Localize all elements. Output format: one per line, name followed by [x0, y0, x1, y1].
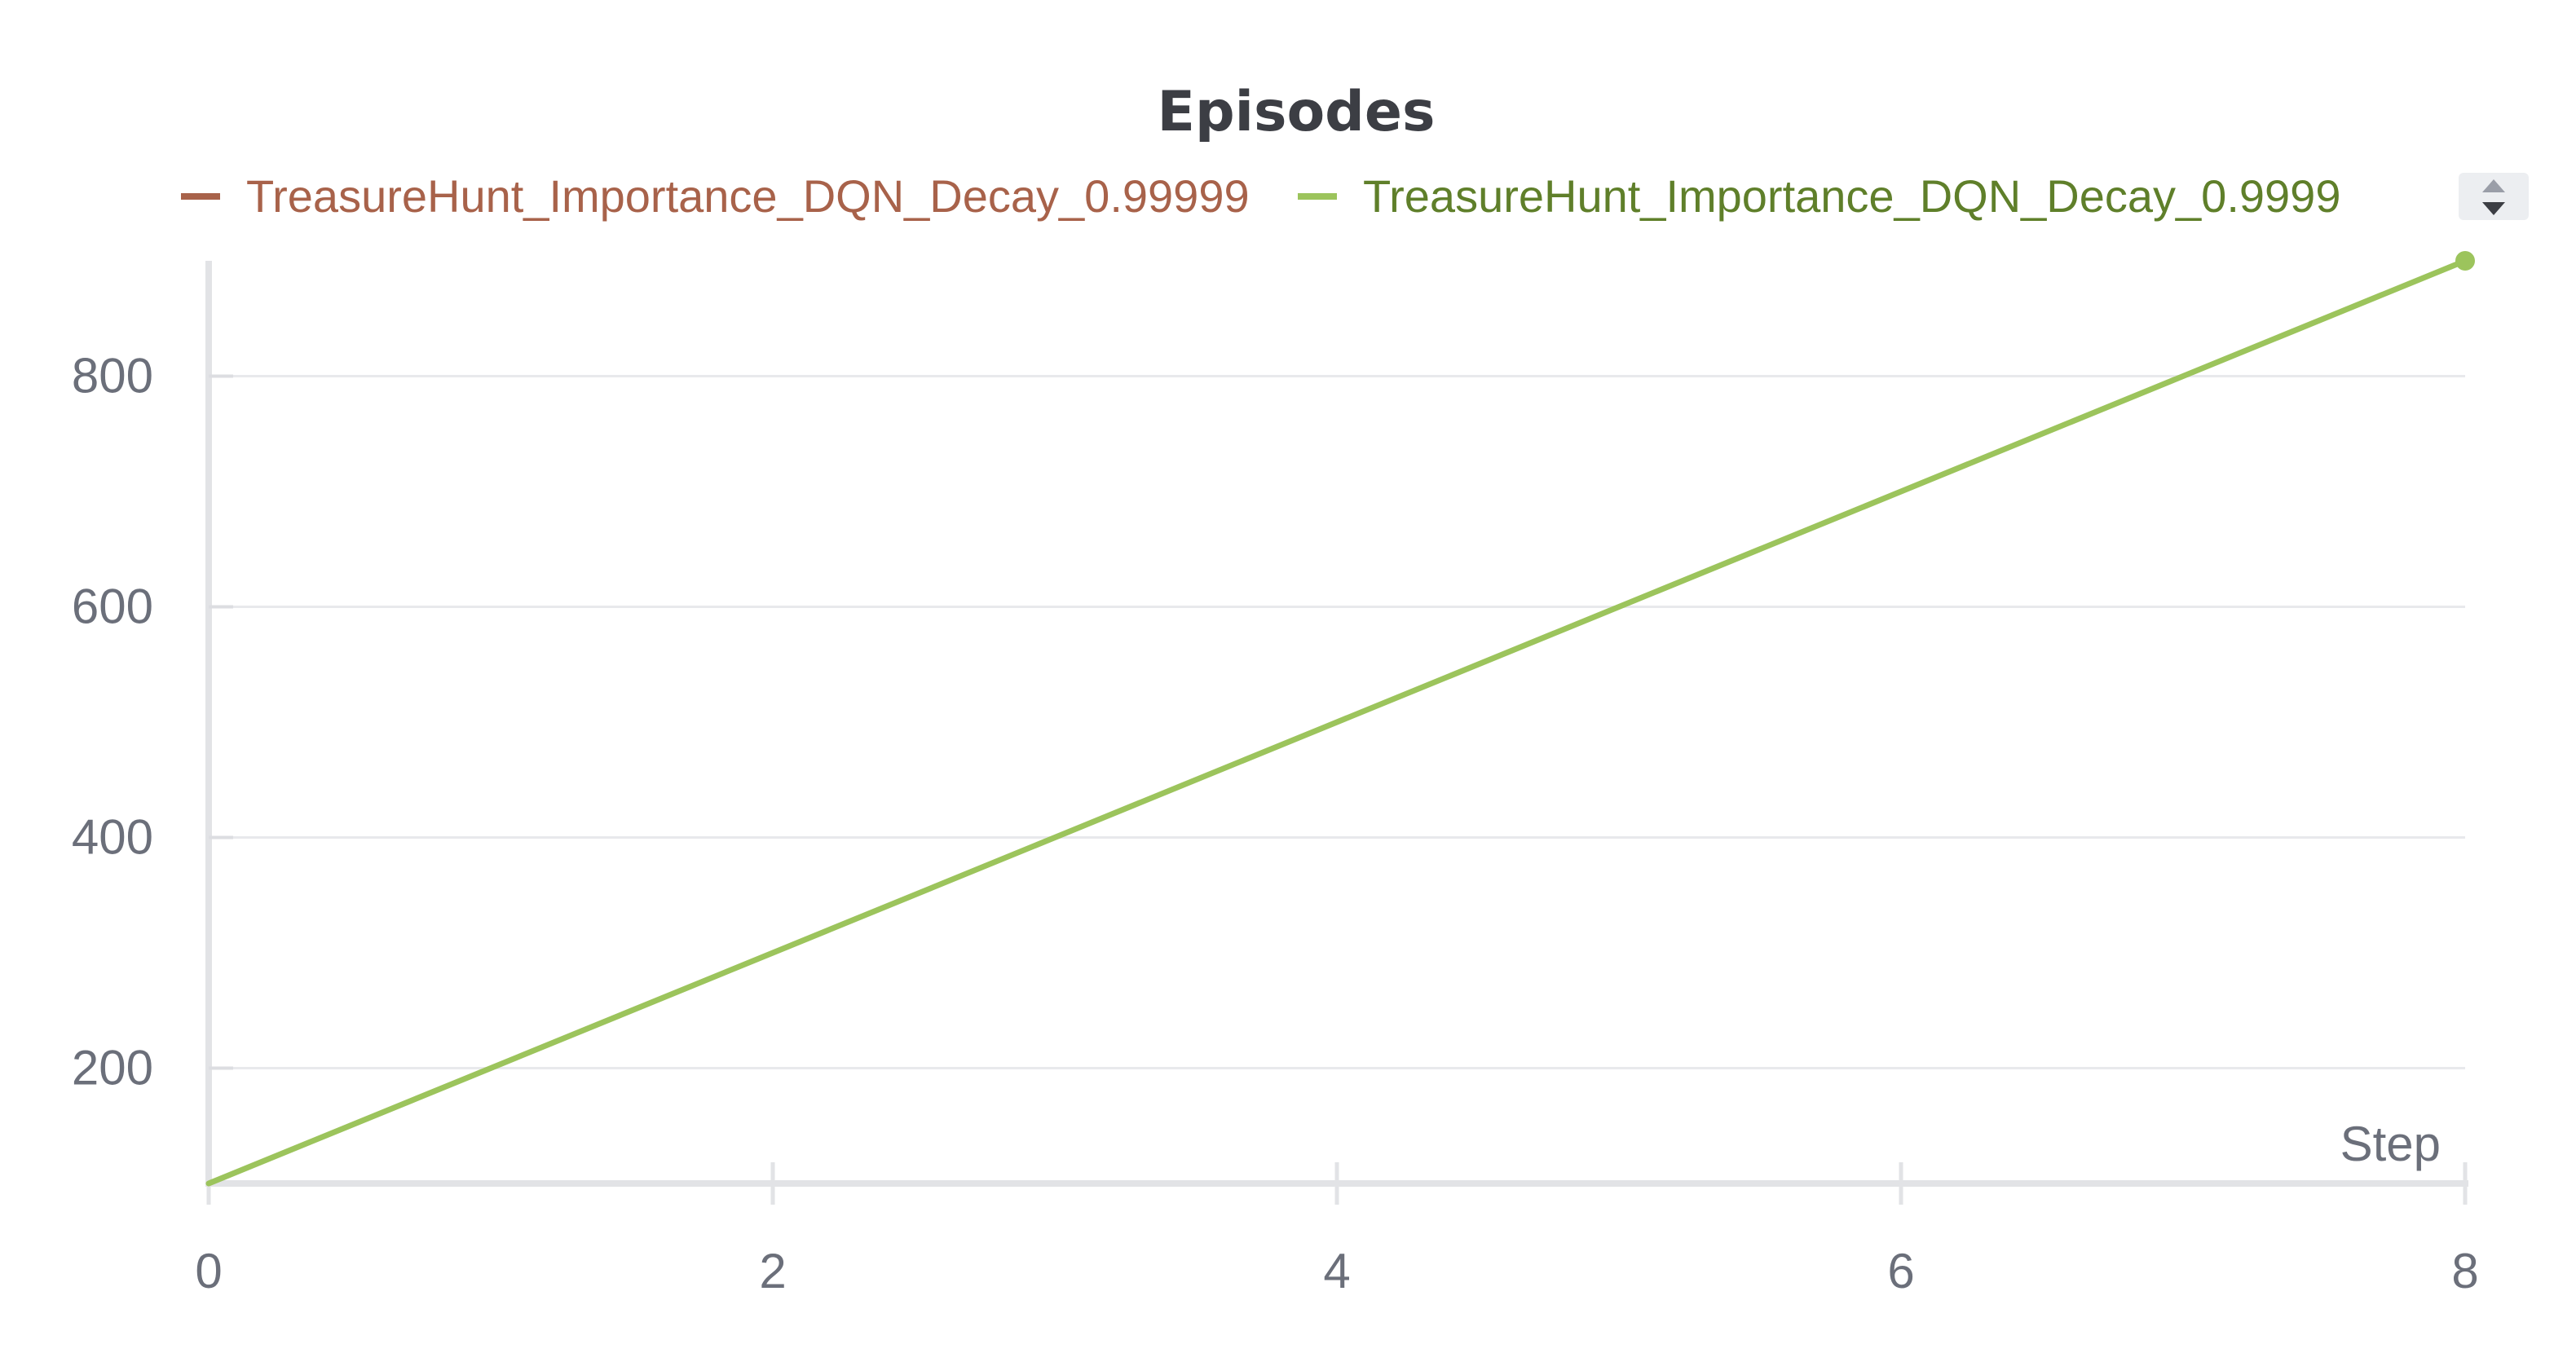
y-axis-ticks: 200 400 600 800 [72, 349, 233, 1095]
y-tick-label-0: 200 [72, 1041, 153, 1095]
y-tick-label-1: 400 [72, 810, 153, 865]
series-layer [205, 251, 2475, 1187]
legend-scroll-button[interactable] [2459, 173, 2529, 220]
y-tick-label-2: 600 [72, 580, 153, 634]
x-tick-label-4: 8 [2451, 1244, 2478, 1298]
legend-label-series-2: TreasureHunt_Importance_DQN_Decay_0.9999 [1363, 170, 2340, 222]
legend: TreasureHunt_Importance_DQN_Decay_0.9999… [181, 170, 2340, 222]
series-end-point-2 [2455, 251, 2475, 271]
sort-arrows-icon [2482, 179, 2505, 215]
legend-label-series-1: TreasureHunt_Importance_DQN_Decay_0.9999… [246, 170, 1250, 222]
chart-title: Episodes [1158, 80, 1436, 144]
y-tick-label-3: 800 [72, 349, 153, 403]
x-tick-label-2: 4 [1323, 1244, 1350, 1298]
series-line-2 [205, 258, 2468, 1187]
x-tick-label-3: 6 [1887, 1244, 1914, 1298]
x-axis-ticks: 0 2 4 6 8 [195, 1162, 2479, 1298]
x-tick-label-1: 2 [759, 1244, 786, 1298]
x-axis-label: Step [2340, 1117, 2441, 1171]
x-tick-label-0: 0 [195, 1244, 222, 1298]
grid-lines [209, 375, 2465, 1069]
